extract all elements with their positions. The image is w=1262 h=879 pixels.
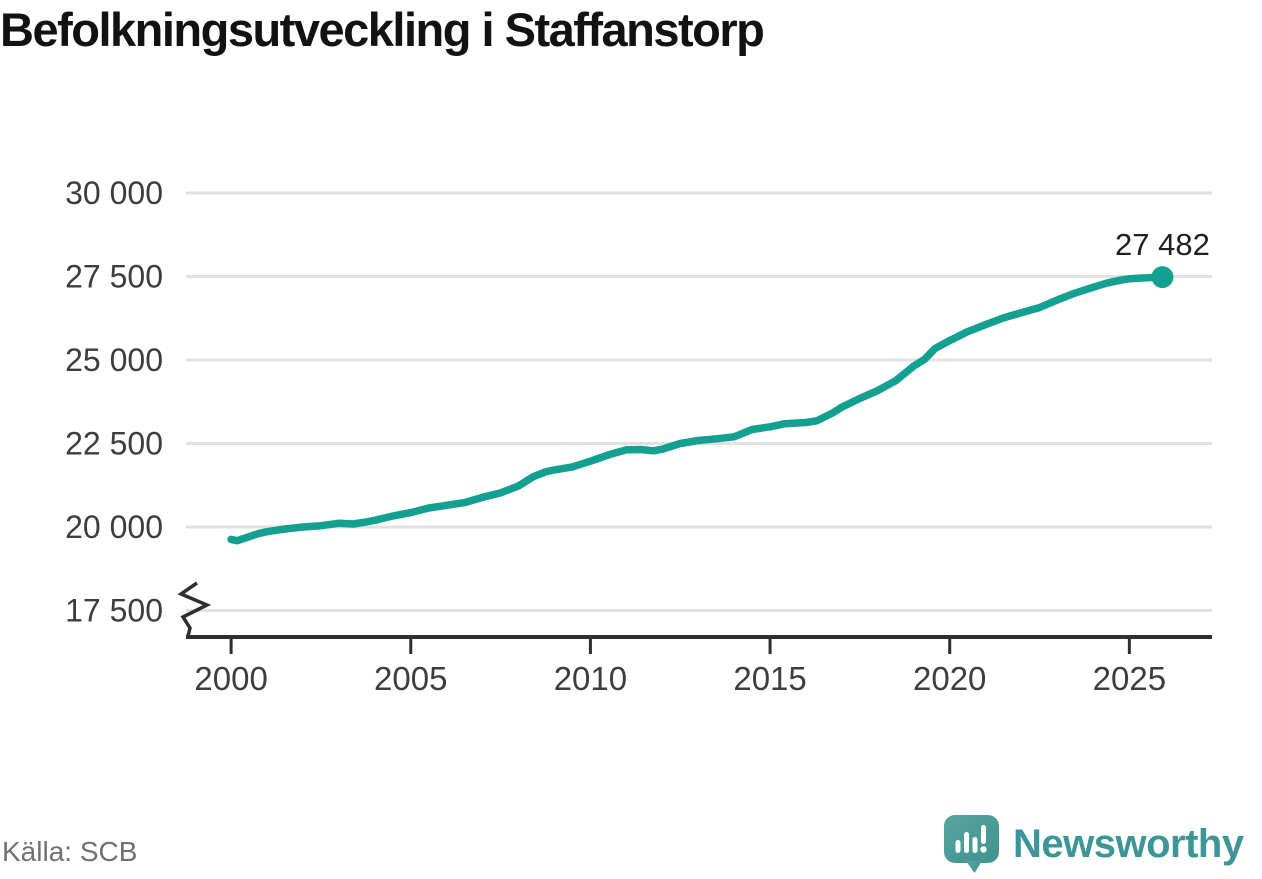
source-label: Källa: SCB	[2, 836, 138, 867]
end-value-label: 27 482	[1115, 227, 1210, 262]
chart-title: Befolkningsutveckling i Staffanstorp	[0, 3, 765, 56]
axis-break-icon	[177, 581, 212, 637]
y-tick-label: 22 500	[65, 426, 163, 462]
x-tick-label: 2020	[913, 660, 986, 697]
bar-chart-glyph	[955, 840, 961, 853]
x-tick-label: 2000	[194, 660, 267, 697]
y-tick-label: 30 000	[65, 175, 163, 211]
x-tick-label: 2010	[554, 660, 627, 697]
y-tick-label: 17 500	[65, 593, 163, 629]
x-tick-label: 2015	[733, 660, 806, 697]
exclamation-glyph	[981, 825, 986, 844]
x-tick-label: 2025	[1093, 660, 1166, 697]
population-line	[227, 273, 1167, 545]
newsworthy-logo-text: Newsworthy	[1013, 821, 1244, 866]
y-tick-label: 27 500	[65, 259, 163, 295]
newsworthy-logo-icon	[944, 815, 999, 873]
y-tick-label: 20 000	[65, 509, 163, 545]
x-tick-label: 2005	[374, 660, 447, 697]
end-point-marker	[1151, 266, 1174, 289]
newsworthy-logo: Newsworthy	[943, 814, 1244, 874]
y-tick-label: 25 000	[65, 342, 163, 378]
